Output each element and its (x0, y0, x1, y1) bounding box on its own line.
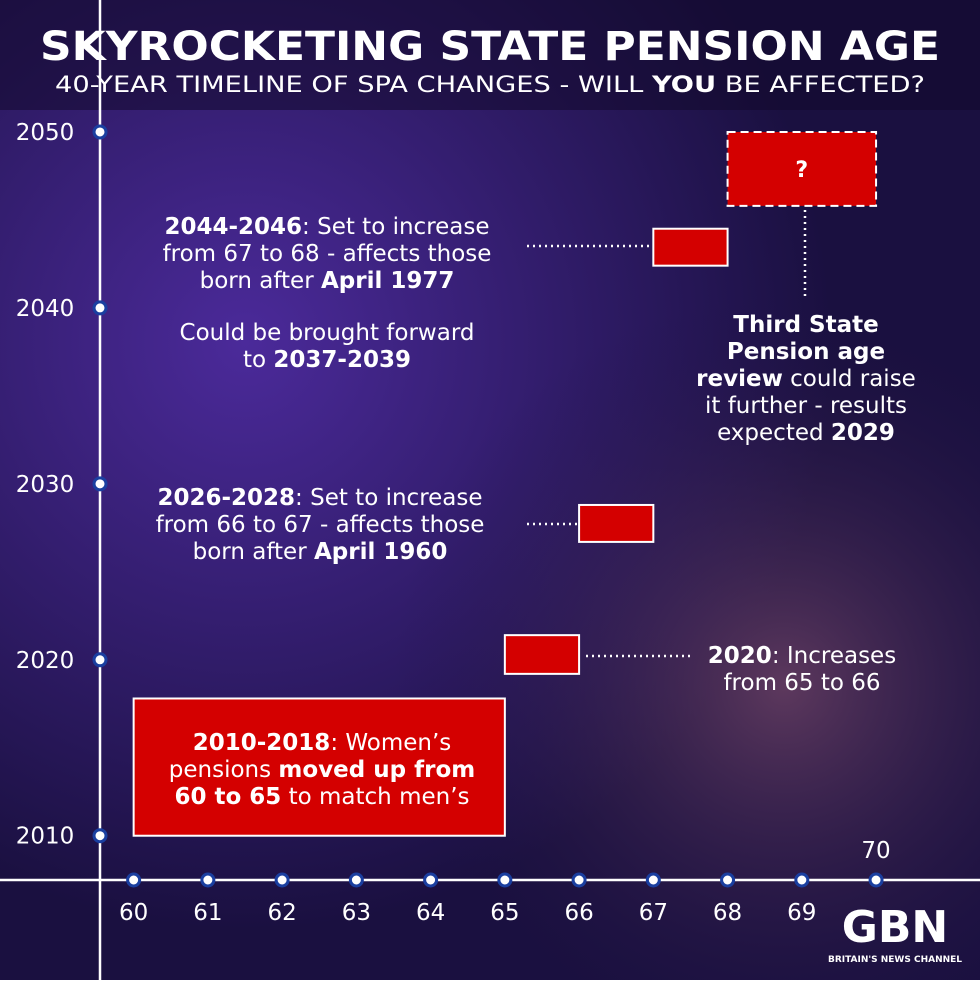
x-tick-label: 65 (490, 900, 519, 926)
text-run: 2029 (831, 420, 895, 446)
text-run: 2020 (708, 643, 772, 669)
text-run: expected (717, 420, 831, 446)
y-tick-label: 2040 (16, 296, 75, 322)
text-run: BE AFFECTED? (716, 73, 925, 98)
annotation-line: born after April 1977 (200, 268, 455, 294)
y-tick (92, 476, 108, 492)
text-run: pensions (169, 757, 279, 783)
text-run: : Women’s (330, 730, 451, 756)
x-tick-label: 60 (119, 900, 148, 926)
x-tick-label: 68 (713, 900, 742, 926)
annotation-line: 2020: Increases (708, 643, 896, 669)
x-tick-label: 64 (416, 900, 445, 926)
x-tick (868, 872, 884, 888)
y-tick-label: 2030 (16, 472, 75, 498)
annotation-line: Pension age (727, 339, 885, 365)
annotation-line: pensions moved up from (169, 757, 475, 783)
text-run: April 1960 (314, 539, 447, 565)
text-run: it further - results (705, 393, 907, 419)
x-tick-label: 70 (861, 838, 890, 864)
title: SKYROCKETING STATE PENSION AGE (40, 24, 940, 70)
text-run: 2026-2028 (157, 485, 295, 511)
x-tick (126, 872, 142, 888)
annotation-line: review could raise (696, 366, 916, 392)
x-tick-label: 62 (267, 900, 296, 926)
text-run: to match men’s (281, 784, 469, 810)
text-run: from 67 to 68 - affects those (163, 241, 492, 267)
annotation-line: to 2037-2039 (243, 347, 411, 373)
x-tick (497, 872, 513, 888)
text-run: : Increases (772, 643, 896, 669)
y-tick-label: 2020 (16, 648, 75, 674)
text-run: to (243, 347, 273, 373)
x-tick (274, 872, 290, 888)
x-tick (571, 872, 587, 888)
x-tick (794, 872, 810, 888)
text-run: 2037-2039 (273, 347, 411, 373)
annotation-line: 2044-2046: Set to increase (164, 214, 489, 240)
x-tick (348, 872, 364, 888)
text-run: Pension age (727, 339, 885, 365)
annotation-line: 60 to 65 to match men’s (174, 784, 469, 810)
x-tick (645, 872, 661, 888)
x-tick (720, 872, 736, 888)
subtitle: 40-YEAR TIMELINE OF SPA CHANGES - WILL Y… (55, 73, 925, 98)
annotation-line: from 67 to 68 - affects those (163, 241, 492, 267)
annotation-line: born after April 1960 (193, 539, 448, 565)
text-run: from 65 to 66 (723, 670, 880, 696)
text-run: 2010-2018 (193, 730, 331, 756)
text-run: 2044-2046 (164, 214, 302, 240)
annotation-line: 2026-2028: Set to increase (157, 485, 482, 511)
text-run: could raise (783, 366, 916, 392)
text-run: review (696, 366, 783, 392)
x-tick (423, 872, 439, 888)
x-tick (200, 872, 216, 888)
logo-tagline: BRITAIN'S NEWS CHANNEL (828, 955, 962, 965)
y-tick (92, 300, 108, 316)
annotation-line: expected 2029 (717, 420, 895, 446)
text-run: Could be brought forward (180, 320, 475, 346)
y-tick (92, 828, 108, 844)
step (652, 227, 729, 267)
annotation-line: Could be brought forward (180, 320, 475, 346)
labels: 60 61 62 63 64 65 66 67 68 69 70 2010 2020 2030 2040 20… (16, 120, 916, 926)
text-run: born after (200, 268, 321, 294)
text-run: April 1977 (321, 268, 454, 294)
text-run: from 66 to 67 - affects those (156, 512, 485, 538)
logo: GBN (842, 902, 948, 953)
annotation-line: from 65 to 66 (723, 670, 880, 696)
step (578, 503, 655, 543)
annotation-line: 2010-2018: Women’s (193, 730, 452, 756)
text-run: Third State (733, 312, 878, 338)
y-tick-label: 2050 (16, 120, 75, 146)
annotation-line: it further - results (705, 393, 907, 419)
text-run: 40-YEAR TIMELINE OF SPA CHANGES - WILL (55, 73, 652, 98)
text-run: : Set to increase (302, 214, 489, 240)
text-run: moved up from (278, 757, 475, 783)
text-run: : Set to increase (295, 485, 482, 511)
step (132, 697, 506, 837)
x-tick-label: 69 (787, 900, 816, 926)
marks (92, 124, 884, 888)
text-run: 60 to 65 (174, 784, 281, 810)
x-tick-label: 61 (193, 900, 222, 926)
x-tick-label: 66 (564, 900, 593, 926)
annotation-line: from 66 to 67 - affects those (156, 512, 485, 538)
text-run: YOU (651, 73, 716, 98)
x-tick-label: 67 (639, 900, 668, 926)
step (726, 130, 878, 207)
y-tick-label: 2010 (16, 824, 75, 850)
x-tick-label: 63 (342, 900, 371, 926)
step (503, 634, 581, 675)
text-run: born after (193, 539, 314, 565)
annotation-line: Third State (733, 312, 878, 338)
step-label: ? (795, 158, 808, 183)
header-shade (0, 0, 980, 110)
y-tick (92, 124, 108, 140)
y-tick (92, 652, 108, 668)
